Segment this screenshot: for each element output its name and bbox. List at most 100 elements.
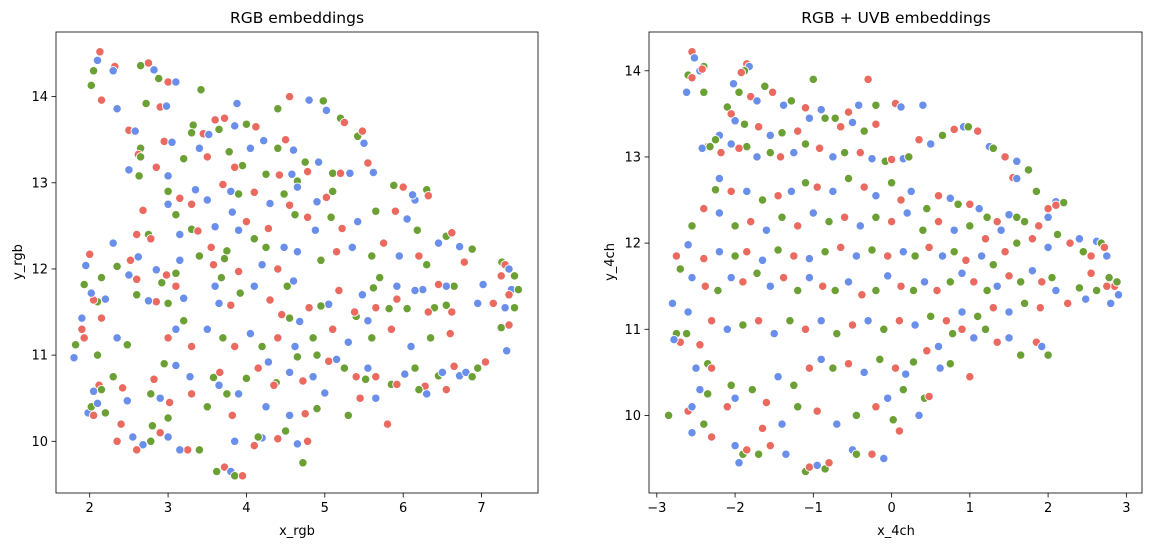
scatter-point [343,337,353,347]
scatter-point [879,453,889,464]
scatter-point [371,303,381,313]
scatter-point [714,173,725,184]
scatter-point [392,379,402,390]
scatter-point [828,186,838,197]
scatter-point [161,270,172,280]
scatter-point [793,285,803,296]
scatter-point [789,147,799,158]
scatter-point [273,434,283,444]
scatter-point [1102,281,1112,291]
scatter-point [108,372,118,382]
scatter-point [918,100,928,110]
scatter-point [273,104,283,114]
scatter-point [261,402,271,412]
scatter-point [328,168,338,178]
scatter-point [371,206,381,216]
scatter-point [132,445,142,455]
scatter-point [769,328,779,339]
scatter-point [1104,272,1114,283]
scatter-point [371,393,381,403]
scatter-point [218,179,228,190]
scatter-point [1043,212,1053,222]
x-axis-label: x_4ch [877,524,915,539]
scatter-point [908,357,919,367]
scatter-point [414,384,424,395]
scatter-point [88,410,99,421]
x-tick-label: 6 [399,501,407,516]
scatter-point [883,271,893,281]
scatter-point [447,228,457,238]
scatter-point [308,372,318,382]
scatter-point [945,359,955,369]
scatter-point [976,251,987,261]
scatter-point [863,74,873,85]
scatter-point [1081,294,1091,304]
x-tick-label: 1 [966,501,974,516]
scatter-point [777,128,787,138]
scatter-point [974,203,984,214]
scatter-point [804,462,815,472]
scatter-point [188,120,198,130]
scatter-point [208,372,219,383]
scatter-point [1004,333,1014,343]
scatter-point [386,324,397,334]
scatter-point [418,284,428,295]
scatter-point [697,64,707,74]
scatter-point [196,85,206,95]
scatter-point [1059,197,1069,208]
scatter-point [292,439,303,449]
scatter-point [112,261,122,272]
scatter-point [793,126,803,136]
scatter-point [210,115,220,125]
y-tick-label: 10 [31,435,48,450]
scatter-point [134,171,144,181]
scatter-point [194,251,205,261]
scatter-point [867,449,877,459]
scatter-point [871,191,881,201]
scatter-point [687,428,697,438]
scatter-point [1063,298,1073,309]
scatter-point [407,190,418,200]
scatter-point [186,341,197,352]
scatter-point [441,384,451,395]
axes-frame [648,31,1143,494]
scatter-point [937,130,948,141]
scatter-point [335,168,346,178]
scatter-point [233,189,244,199]
scatter-point [730,440,740,451]
scatter-point [830,285,840,296]
scatter-point [746,91,756,102]
scatter-point [773,191,783,201]
scatter-point [689,53,700,63]
scatter-point [206,242,216,253]
scatter-point [219,462,230,472]
scatter-point [855,221,865,231]
scatter-point [906,186,916,197]
scatter-point [1023,165,1034,175]
scatter-point [765,147,775,158]
x-tick-label: 7 [477,501,485,516]
scatter-point [390,206,401,216]
scatter-point [392,294,402,304]
scatter-point [777,212,787,222]
scatter-point [777,419,787,429]
scatter-point [1004,307,1014,317]
scatter-point [302,166,313,177]
scatter-point [253,432,263,442]
scatter-point [79,279,89,290]
scatter-point [159,136,169,147]
scatter-point [757,423,768,434]
scatter-point [886,154,897,165]
scatter-point [742,445,752,455]
scatter-point [249,187,259,197]
scatter-point [257,341,267,352]
scatter-point [509,303,520,313]
scatter-point [703,389,713,399]
scatter-point [804,113,815,123]
scatter-point [214,124,224,135]
scatter-point [302,436,313,446]
scatter-point [901,369,911,379]
scatter-point [747,384,757,395]
y-tick-label: 12 [31,262,48,277]
scatter-point [513,284,524,295]
